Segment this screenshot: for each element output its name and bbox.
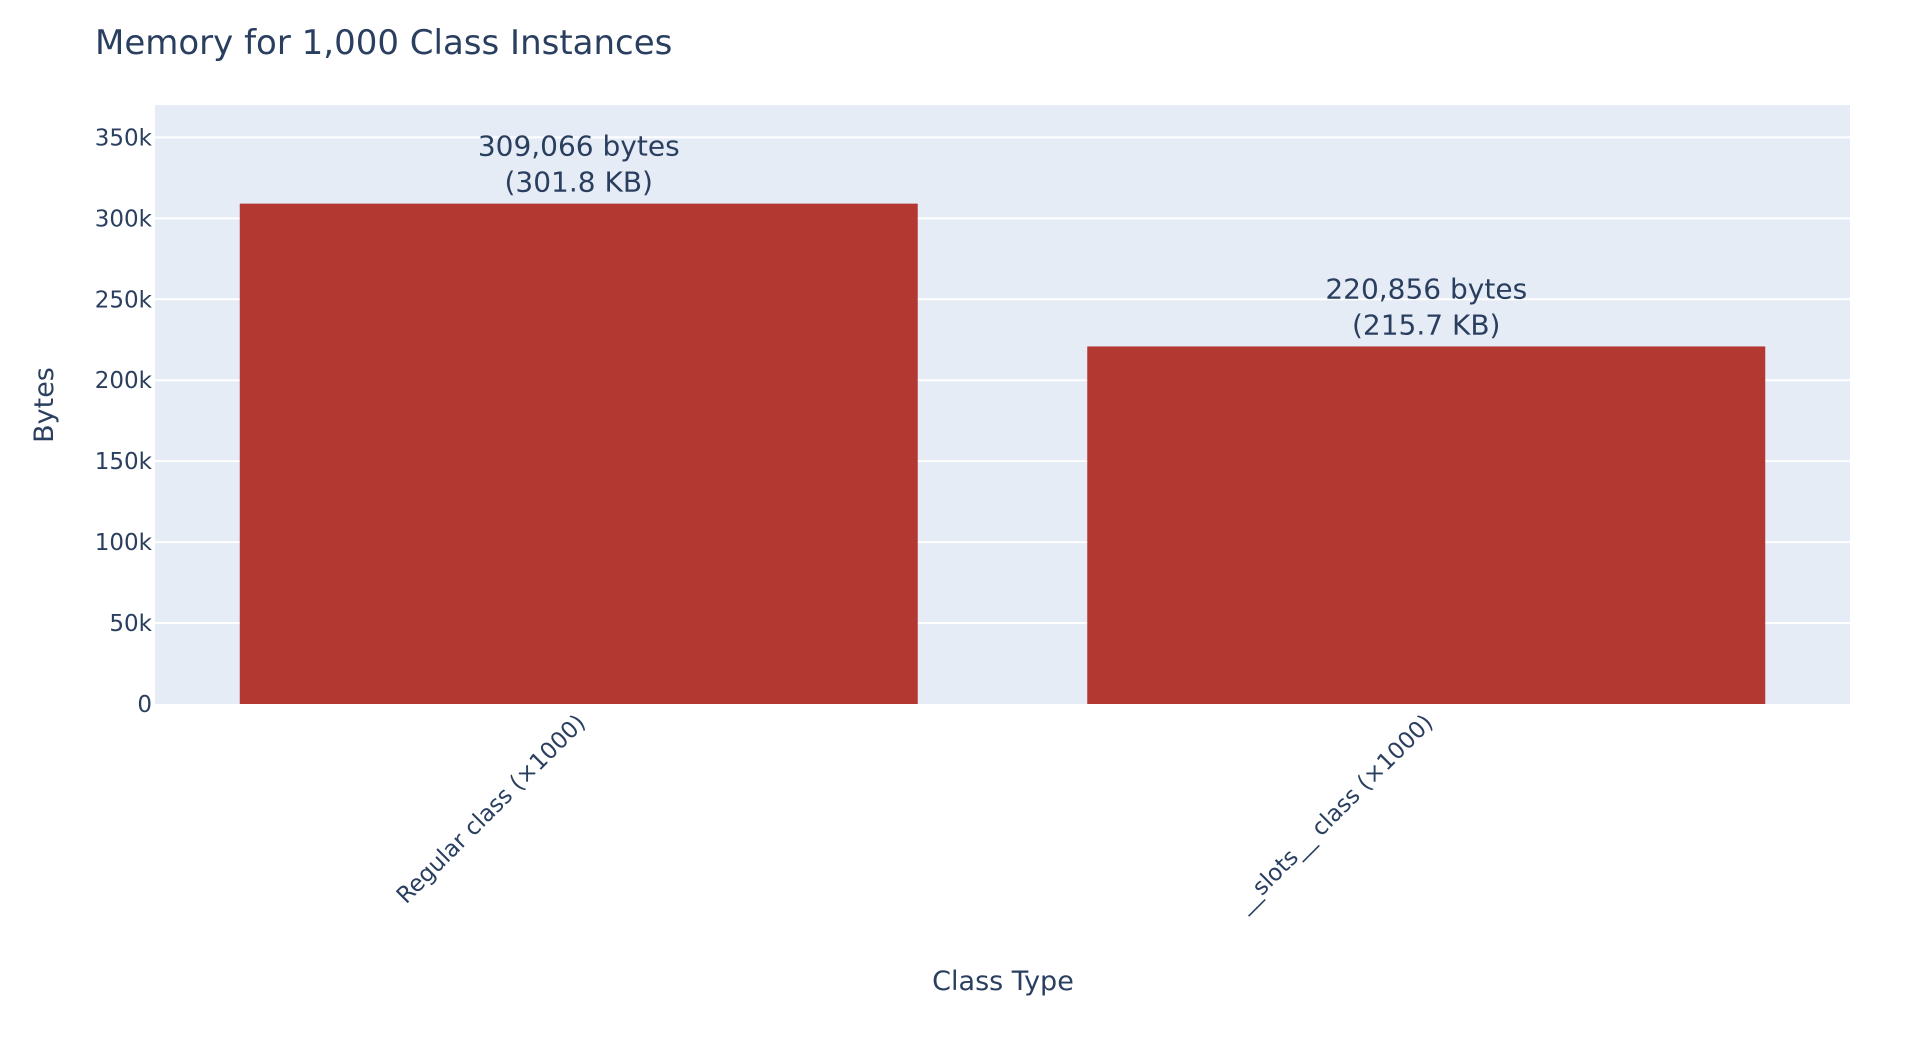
y-tick-label: 0: [137, 692, 152, 718]
data-label-bytes: 220,856 bytes: [1325, 272, 1527, 305]
y-tick-label: 100k: [95, 530, 153, 556]
y-tick-label: 200k: [95, 368, 153, 394]
bar: [239, 203, 918, 704]
bars: [239, 203, 1766, 704]
chart-title: Memory for 1,000 Class Instances: [95, 23, 672, 63]
x-axis-ticks: Regular class (×1000) __slots__ class (×1…: [392, 710, 1439, 918]
x-tick-label: __slots__ class (×1000): [1231, 710, 1439, 918]
y-tick-label: 350k: [95, 125, 153, 151]
y-tick-label: 150k: [95, 449, 153, 475]
x-tick-label: Regular class (×1000): [392, 710, 591, 909]
y-tick-label: 300k: [95, 206, 153, 232]
data-label-bytes: 309,066 bytes: [478, 130, 680, 163]
bar: [1087, 346, 1766, 704]
data-labels: 309,066 bytes(301.8 KB) 220,856 bytes(215…: [478, 130, 1527, 342]
data-label-kb: (215.7 KB): [1352, 308, 1500, 341]
y-axis-ticks: 0 50k 100k 150k 200k 250k 300k 350k: [95, 125, 153, 718]
x-axis-title: Class Type: [932, 966, 1074, 997]
data-label-kb: (301.8 KB): [505, 166, 653, 199]
y-tick-label: 50k: [109, 611, 152, 637]
y-axis-title: Bytes: [29, 367, 60, 443]
y-tick-label: 250k: [95, 287, 153, 313]
